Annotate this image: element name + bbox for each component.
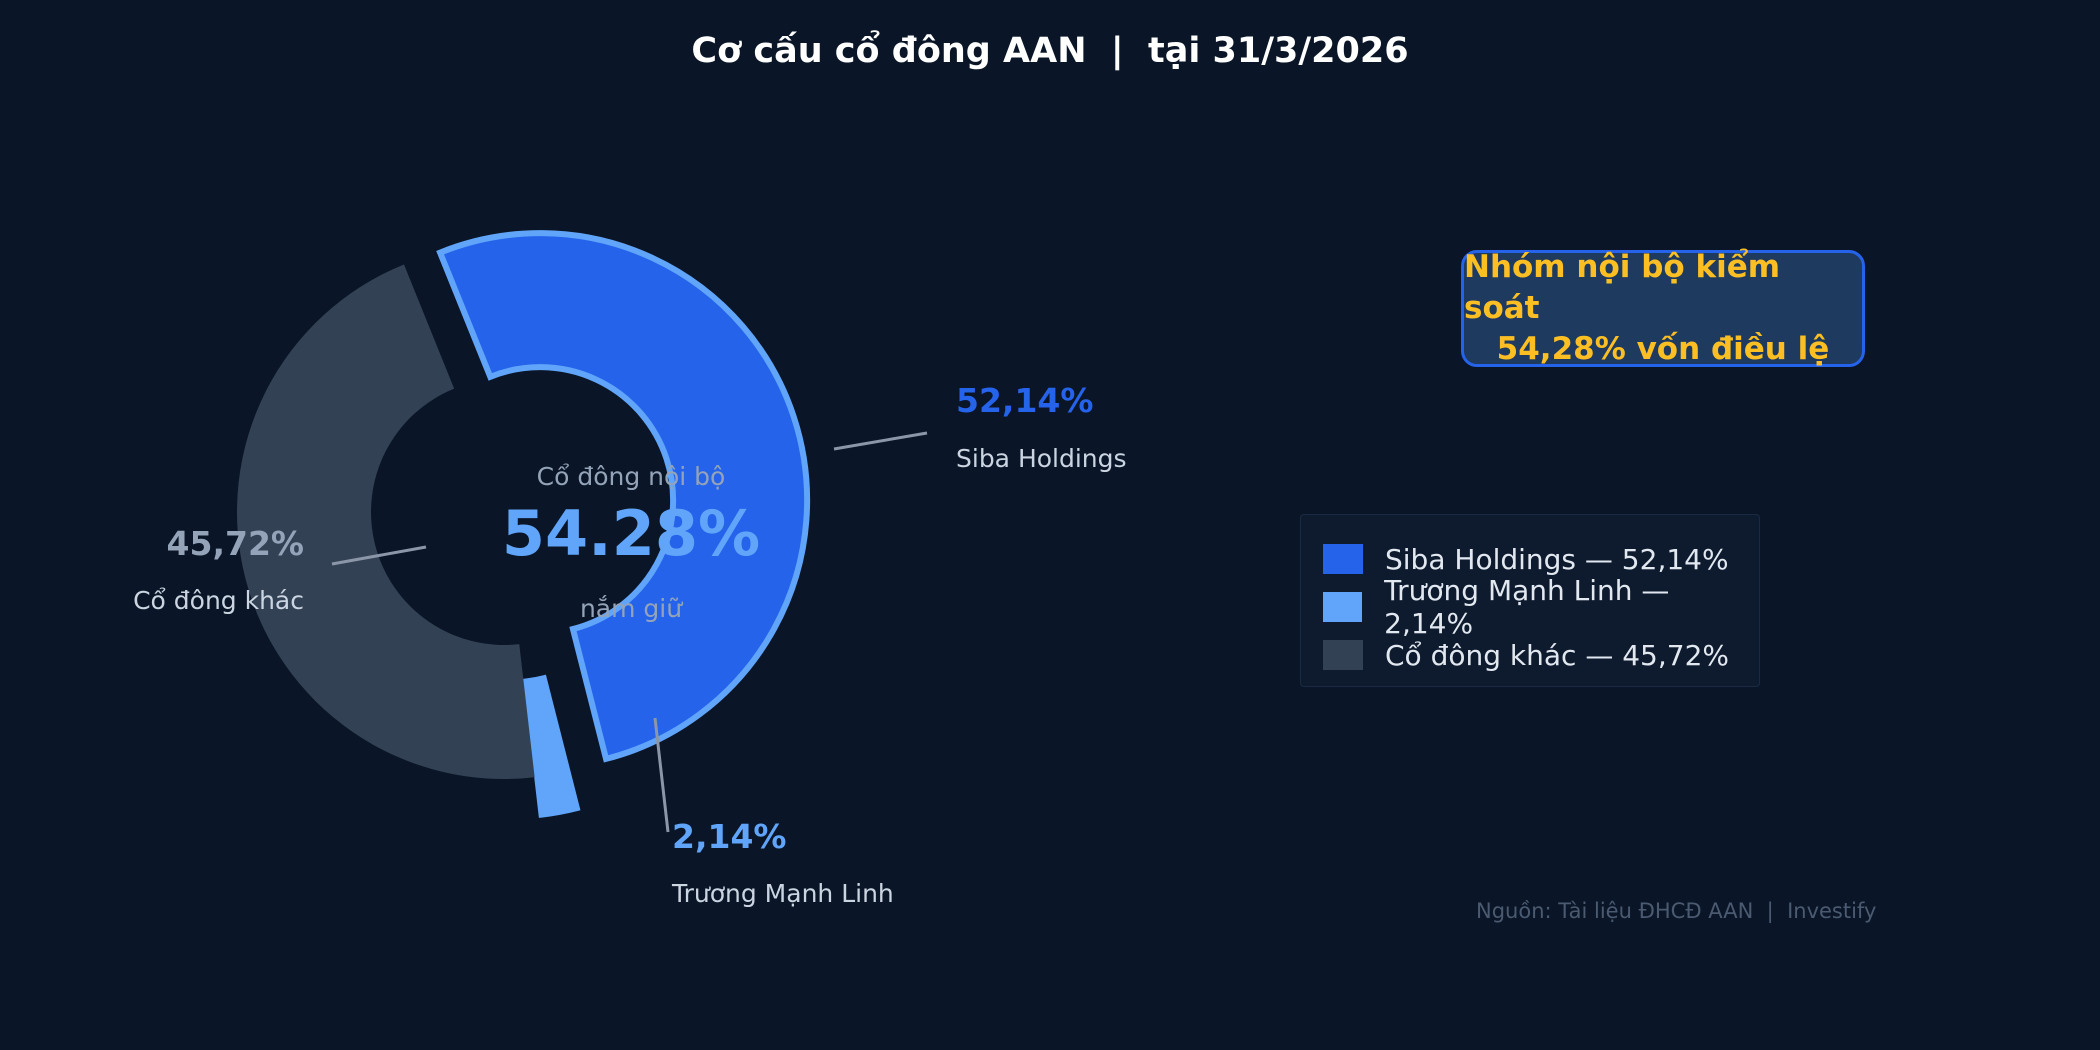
insight-callout: Nhóm nội bộ kiểm soát 54,28% vốn điều lệ bbox=[1461, 249, 1865, 367]
center-bottom-label: nắm giữ bbox=[580, 594, 683, 623]
legend-label-siba: Siba Holdings — 52,14% bbox=[1385, 542, 1729, 576]
legend: Siba Holdings — 52,14% Trương Mạnh Linh … bbox=[1300, 514, 1760, 687]
center-top-label: Cổ đông nội bộ bbox=[537, 462, 726, 491]
legend-label-others: Cổ đông khác — 45,72% bbox=[1385, 638, 1729, 672]
slice-siba bbox=[436, 230, 811, 763]
legend-swatch-others bbox=[1323, 640, 1363, 670]
legend-item-siba: Siba Holdings — 52,14% bbox=[1323, 535, 1759, 583]
slice-linh bbox=[522, 674, 581, 818]
legend-swatch-siba bbox=[1323, 544, 1363, 574]
slice-name-others: Cổ đông khác bbox=[133, 586, 304, 615]
data-label-others: 45,72% bbox=[167, 524, 304, 563]
chart-title: Cơ cấu cổ đông AAN | tại 31/3/2026 bbox=[691, 29, 1408, 71]
slice-name-siba: Siba Holdings bbox=[956, 444, 1127, 473]
leader-line-others bbox=[331, 545, 427, 566]
callout-line-2: 54,28% vốn điều lệ bbox=[1496, 331, 1830, 367]
leader-line-siba bbox=[833, 431, 928, 451]
callout-line-1: Nhóm nội bộ kiểm soát bbox=[1464, 249, 1781, 326]
legend-item-others: Cổ đông khác — 45,72% bbox=[1323, 631, 1759, 679]
slice-others bbox=[236, 264, 535, 780]
legend-label-linh: Trương Mạnh Linh — 2,14% bbox=[1384, 574, 1670, 640]
leader-line-linh bbox=[653, 717, 670, 833]
legend-item-linh: Trương Mạnh Linh — 2,14% bbox=[1323, 574, 1759, 640]
legend-swatch-linh bbox=[1323, 592, 1363, 622]
slice-name-linh: Trương Mạnh Linh bbox=[671, 879, 894, 908]
center-value: 54.28% bbox=[502, 497, 760, 570]
source-note: Nguồn: Tài liệu ĐHCĐ AAN | Investify bbox=[1476, 899, 1877, 923]
data-label-linh: 2,14% bbox=[672, 817, 787, 856]
data-label-siba: 52,14% bbox=[956, 381, 1093, 420]
